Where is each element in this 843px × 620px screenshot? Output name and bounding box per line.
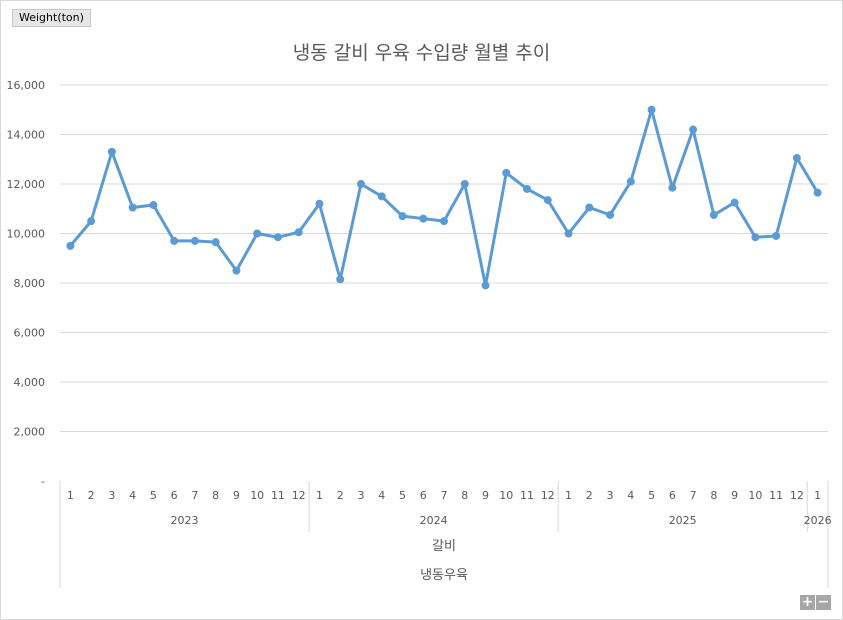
data-point (273, 233, 282, 242)
data-point (356, 180, 365, 188)
data-point (689, 125, 698, 134)
x-tick-label-month: 2 (586, 489, 593, 502)
series-line (68, 108, 820, 287)
data-point (107, 147, 116, 156)
x-tick-label-month: 4 (378, 489, 385, 502)
data-point (149, 201, 158, 210)
data-point (315, 199, 324, 208)
x-tick-label-month: 6 (171, 489, 178, 502)
x-tick-label-month: 7 (690, 489, 697, 502)
y-tick-label: 8,000 (14, 277, 46, 290)
x-tick-label-month: 11 (769, 489, 783, 502)
x-tick-label-month: 12 (292, 489, 306, 502)
x-tick-label-month: 12 (541, 489, 555, 502)
x-tick-label-month: 8 (710, 489, 717, 502)
data-point (668, 183, 677, 192)
x-tick-label-month: 2 (88, 489, 95, 502)
data-point (564, 229, 573, 238)
y-tick-label: 16,000 (7, 79, 46, 92)
x-tick-label-month: 3 (108, 489, 115, 502)
x-tick-label-month: 5 (648, 489, 655, 502)
x-tick-label-month: 9 (482, 489, 489, 502)
x-tick-label-month: 10 (748, 489, 762, 502)
x-tick-label-month: 5 (150, 489, 157, 502)
data-point (792, 154, 801, 163)
data-point (398, 212, 407, 221)
data-point (377, 192, 386, 201)
data-point (294, 228, 303, 237)
data-point (523, 184, 532, 193)
x-tick-label-month: 5 (399, 489, 406, 502)
x-tick-label-year: 2023 (171, 514, 199, 527)
x-tick-label-year: 2025 (669, 514, 697, 527)
y-tick-label: 2,000 (14, 426, 46, 439)
data-point (419, 214, 428, 223)
data-point (87, 217, 96, 226)
x-tick-label-month: 1 (565, 489, 572, 502)
zoom-out-button[interactable]: − (816, 594, 831, 610)
y-tick-label: 4,000 (14, 376, 46, 389)
x-category-label: 냉동우육 (420, 568, 468, 583)
x-tick-label-year: 2024 (420, 514, 448, 527)
x-tick-label-month: 3 (607, 489, 614, 502)
y-tick-label: 6,000 (14, 327, 46, 340)
x-tick-label-month: 10 (250, 489, 264, 502)
data-point (66, 241, 75, 250)
y-tick-label: 12,000 (7, 178, 46, 191)
chart-title: 냉동 갈비 우육 수입량 월별 추이 (292, 42, 551, 64)
x-tick-label-month: 4 (129, 489, 136, 502)
y-tick-label: - (41, 475, 45, 488)
data-point (440, 217, 448, 226)
data-point (772, 231, 781, 240)
data-point (647, 105, 656, 114)
x-tick-label-month: 1 (67, 489, 74, 502)
data-point (626, 177, 635, 186)
zoom-in-button[interactable]: + (800, 594, 815, 610)
field-button-weight[interactable]: Weight(ton) (12, 9, 91, 27)
data-point (232, 266, 241, 275)
x-tick-label-month: 12 (790, 489, 804, 502)
x-tick-label-month: 10 (499, 489, 513, 502)
x-tick-label-month: 11 (271, 489, 285, 502)
x-category-label: 갈비 (432, 539, 456, 554)
x-tick-label-month: 8 (461, 489, 468, 502)
x-tick-label-month: 11 (520, 489, 534, 502)
x-tick-label-month: 7 (191, 489, 198, 502)
x-tick-label-month: 2 (337, 489, 344, 502)
data-point (730, 198, 739, 207)
data-point (460, 180, 469, 188)
x-tick-label-month: 1 (814, 489, 821, 502)
data-point (813, 188, 822, 197)
data-point (336, 275, 345, 284)
x-tick-label-month: 6 (420, 489, 427, 502)
data-point (190, 236, 199, 245)
x-tick-label-month: 3 (357, 489, 364, 502)
data-point (751, 233, 760, 242)
data-point (606, 210, 615, 219)
x-tick-label-month: 9 (731, 489, 738, 502)
data-point (170, 236, 179, 245)
data-point (709, 210, 718, 219)
x-tick-label-month: 7 (441, 489, 448, 502)
data-point (128, 203, 137, 212)
data-point (211, 238, 220, 247)
data-point (543, 196, 552, 205)
x-tick-label-month: 4 (627, 489, 634, 502)
y-tick-label: 14,000 (7, 129, 46, 142)
data-point (253, 229, 262, 238)
x-tick-label-year: 2026 (804, 514, 832, 527)
x-tick-label-month: 6 (669, 489, 676, 502)
x-tick-label-month: 9 (233, 489, 240, 502)
x-tick-label-month: 1 (316, 489, 323, 502)
data-point (502, 168, 511, 177)
data-point (481, 281, 490, 290)
y-tick-label: 10,000 (7, 228, 46, 241)
data-point (585, 203, 594, 212)
x-tick-label-month: 8 (212, 489, 219, 502)
